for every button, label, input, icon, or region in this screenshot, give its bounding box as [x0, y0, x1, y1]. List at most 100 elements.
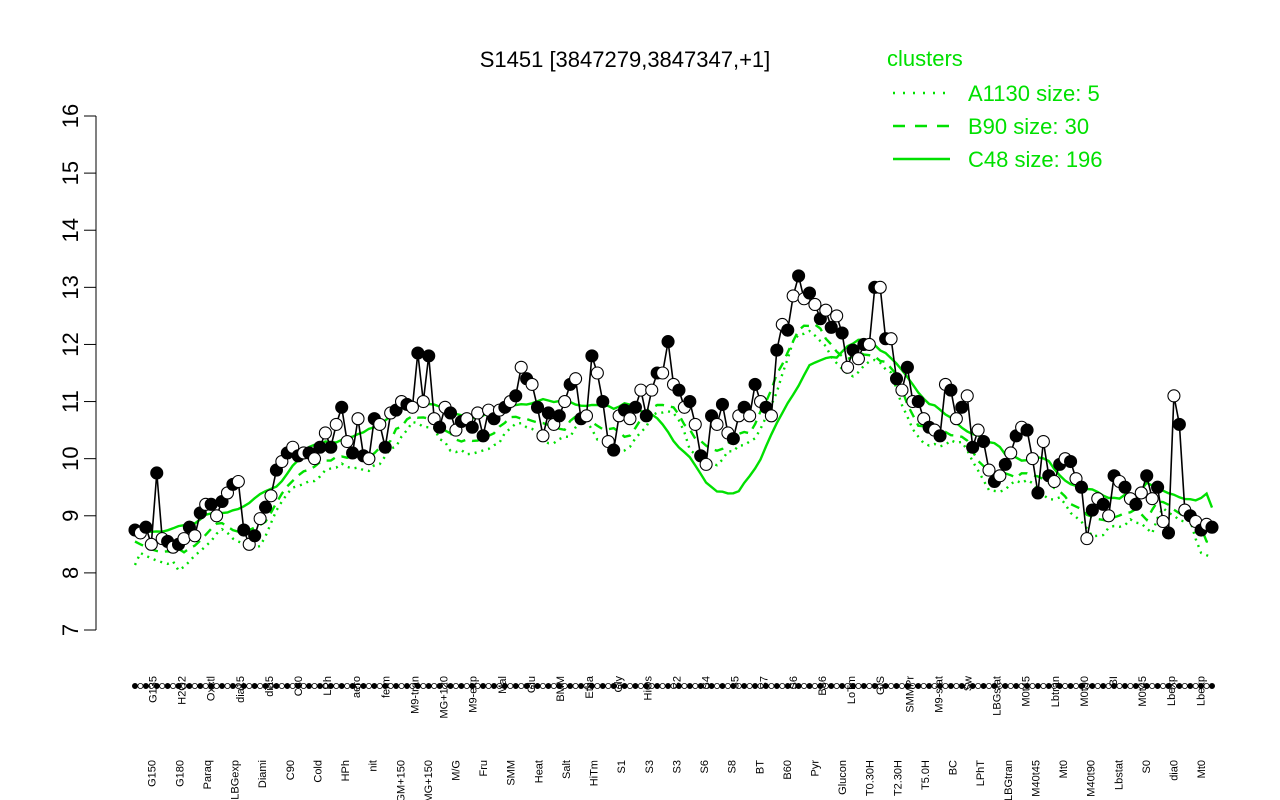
- x-tick-label: Mal: [497, 676, 509, 694]
- x-tick-mark: [425, 683, 432, 690]
- legend-label: B90 size: 30: [968, 114, 1089, 139]
- x-tick-mark: [311, 683, 318, 690]
- data-point: [416, 395, 430, 409]
- x-tick-label: Paraq: [202, 760, 214, 789]
- x-tick-mark: [371, 683, 378, 690]
- x-tick-label: BT: [754, 760, 766, 774]
- data-point: [688, 417, 702, 431]
- x-tick-label: LPhT: [975, 760, 987, 787]
- x-tick-mark: [947, 683, 954, 690]
- data-point: [1080, 532, 1094, 546]
- y-tick-label: 15: [58, 161, 83, 185]
- data-point: [596, 395, 610, 409]
- data-point: [210, 509, 224, 523]
- data-point: [590, 366, 604, 380]
- data-point: [144, 537, 158, 551]
- x-tick-mark: [920, 683, 927, 690]
- x-tick-label: T2.30H: [892, 760, 904, 796]
- x-tick-mark: [599, 683, 606, 690]
- data-point: [944, 383, 958, 397]
- x-tick-label: Pyr: [809, 760, 821, 777]
- x-tick-mark: [333, 683, 340, 690]
- x-tick-mark: [257, 683, 264, 690]
- x-tick-label: LoTm: [846, 676, 858, 704]
- x-tick-mark: [665, 683, 672, 690]
- x-tick-label: M9-tran: [409, 676, 421, 714]
- data-point: [672, 383, 686, 397]
- x-tick-label: B60: [782, 760, 794, 780]
- x-tick-mark: [458, 683, 465, 690]
- data-point: [781, 323, 795, 337]
- x-tick-mark: [398, 683, 405, 690]
- data-point: [150, 466, 164, 480]
- x-tick-label: S8: [727, 760, 739, 773]
- x-tick-label: Gly: [613, 676, 625, 693]
- x-tick-mark: [170, 683, 177, 690]
- data-point: [433, 420, 447, 434]
- data-point: [1047, 474, 1061, 489]
- data-point: [231, 474, 245, 489]
- data-point: [1167, 389, 1181, 403]
- x-tick-label: Oxctl: [206, 676, 218, 701]
- x-tick-label: M40t45: [1030, 760, 1042, 797]
- x-tick-mark: [1067, 683, 1074, 690]
- x-tick-mark: [605, 683, 612, 690]
- x-tick-mark: [284, 683, 291, 690]
- data-point: [552, 409, 566, 423]
- x-tick-label: S7: [759, 676, 771, 689]
- x-tick-mark: [1181, 683, 1188, 690]
- data-point: [585, 349, 599, 363]
- y-tick-label: 9: [58, 510, 83, 522]
- x-tick-label: G/S: [875, 676, 887, 695]
- x-tick-label: LBGstat: [992, 676, 1004, 716]
- data-point: [1205, 520, 1219, 534]
- x-tick-label: Sw: [962, 676, 974, 691]
- x-tick-label: BMM: [555, 676, 567, 702]
- y-tick-label: 13: [58, 275, 83, 299]
- x-tick-mark: [686, 683, 693, 690]
- x-tick-label: BI: [1108, 676, 1120, 686]
- data-point: [579, 409, 594, 423]
- x-tick-mark: [1073, 683, 1080, 690]
- data-point: [307, 452, 322, 466]
- data-point: [1036, 434, 1050, 449]
- data-point: [634, 383, 648, 397]
- x-tick-mark: [485, 683, 492, 690]
- x-tick-mark: [714, 683, 721, 690]
- data-point: [405, 400, 419, 414]
- x-tick-mark: [860, 683, 867, 690]
- x-tick-mark: [719, 683, 726, 690]
- data-point: [188, 529, 202, 543]
- x-tick-label: T0.30H: [865, 760, 877, 796]
- data-point: [998, 457, 1012, 471]
- data-point: [541, 406, 555, 420]
- data-point: [982, 463, 996, 477]
- data-point: [770, 343, 784, 357]
- x-tick-label: M0t90: [1079, 676, 1091, 707]
- x-tick-label: S1: [616, 760, 628, 773]
- data-point: [851, 352, 865, 366]
- x-tick-mark: [512, 683, 519, 690]
- x-tick-mark: [632, 683, 639, 690]
- data-point: [1156, 514, 1170, 529]
- x-tick-label: M40t90: [1086, 760, 1098, 797]
- x-tick-label: nit: [368, 760, 380, 772]
- data-point: [340, 434, 354, 449]
- data-point: [378, 440, 392, 454]
- data-point: [422, 349, 436, 363]
- x-tick-label: dia15: [235, 676, 247, 703]
- x-tick-mark: [365, 683, 372, 690]
- x-tick-mark: [480, 683, 487, 690]
- x-tick-mark: [953, 683, 960, 690]
- data-point: [335, 400, 349, 414]
- x-tick-label: M/G: [450, 760, 462, 781]
- data-point: [324, 440, 338, 454]
- x-tick-label: M9-exp: [468, 676, 480, 713]
- data-point: [1074, 480, 1089, 494]
- x-tick-mark: [752, 683, 759, 690]
- y-tick-label: 10: [58, 446, 83, 470]
- data-point: [1134, 486, 1148, 500]
- data-point: [661, 335, 675, 349]
- x-tick-mark: [431, 683, 438, 690]
- data-point: [873, 280, 887, 294]
